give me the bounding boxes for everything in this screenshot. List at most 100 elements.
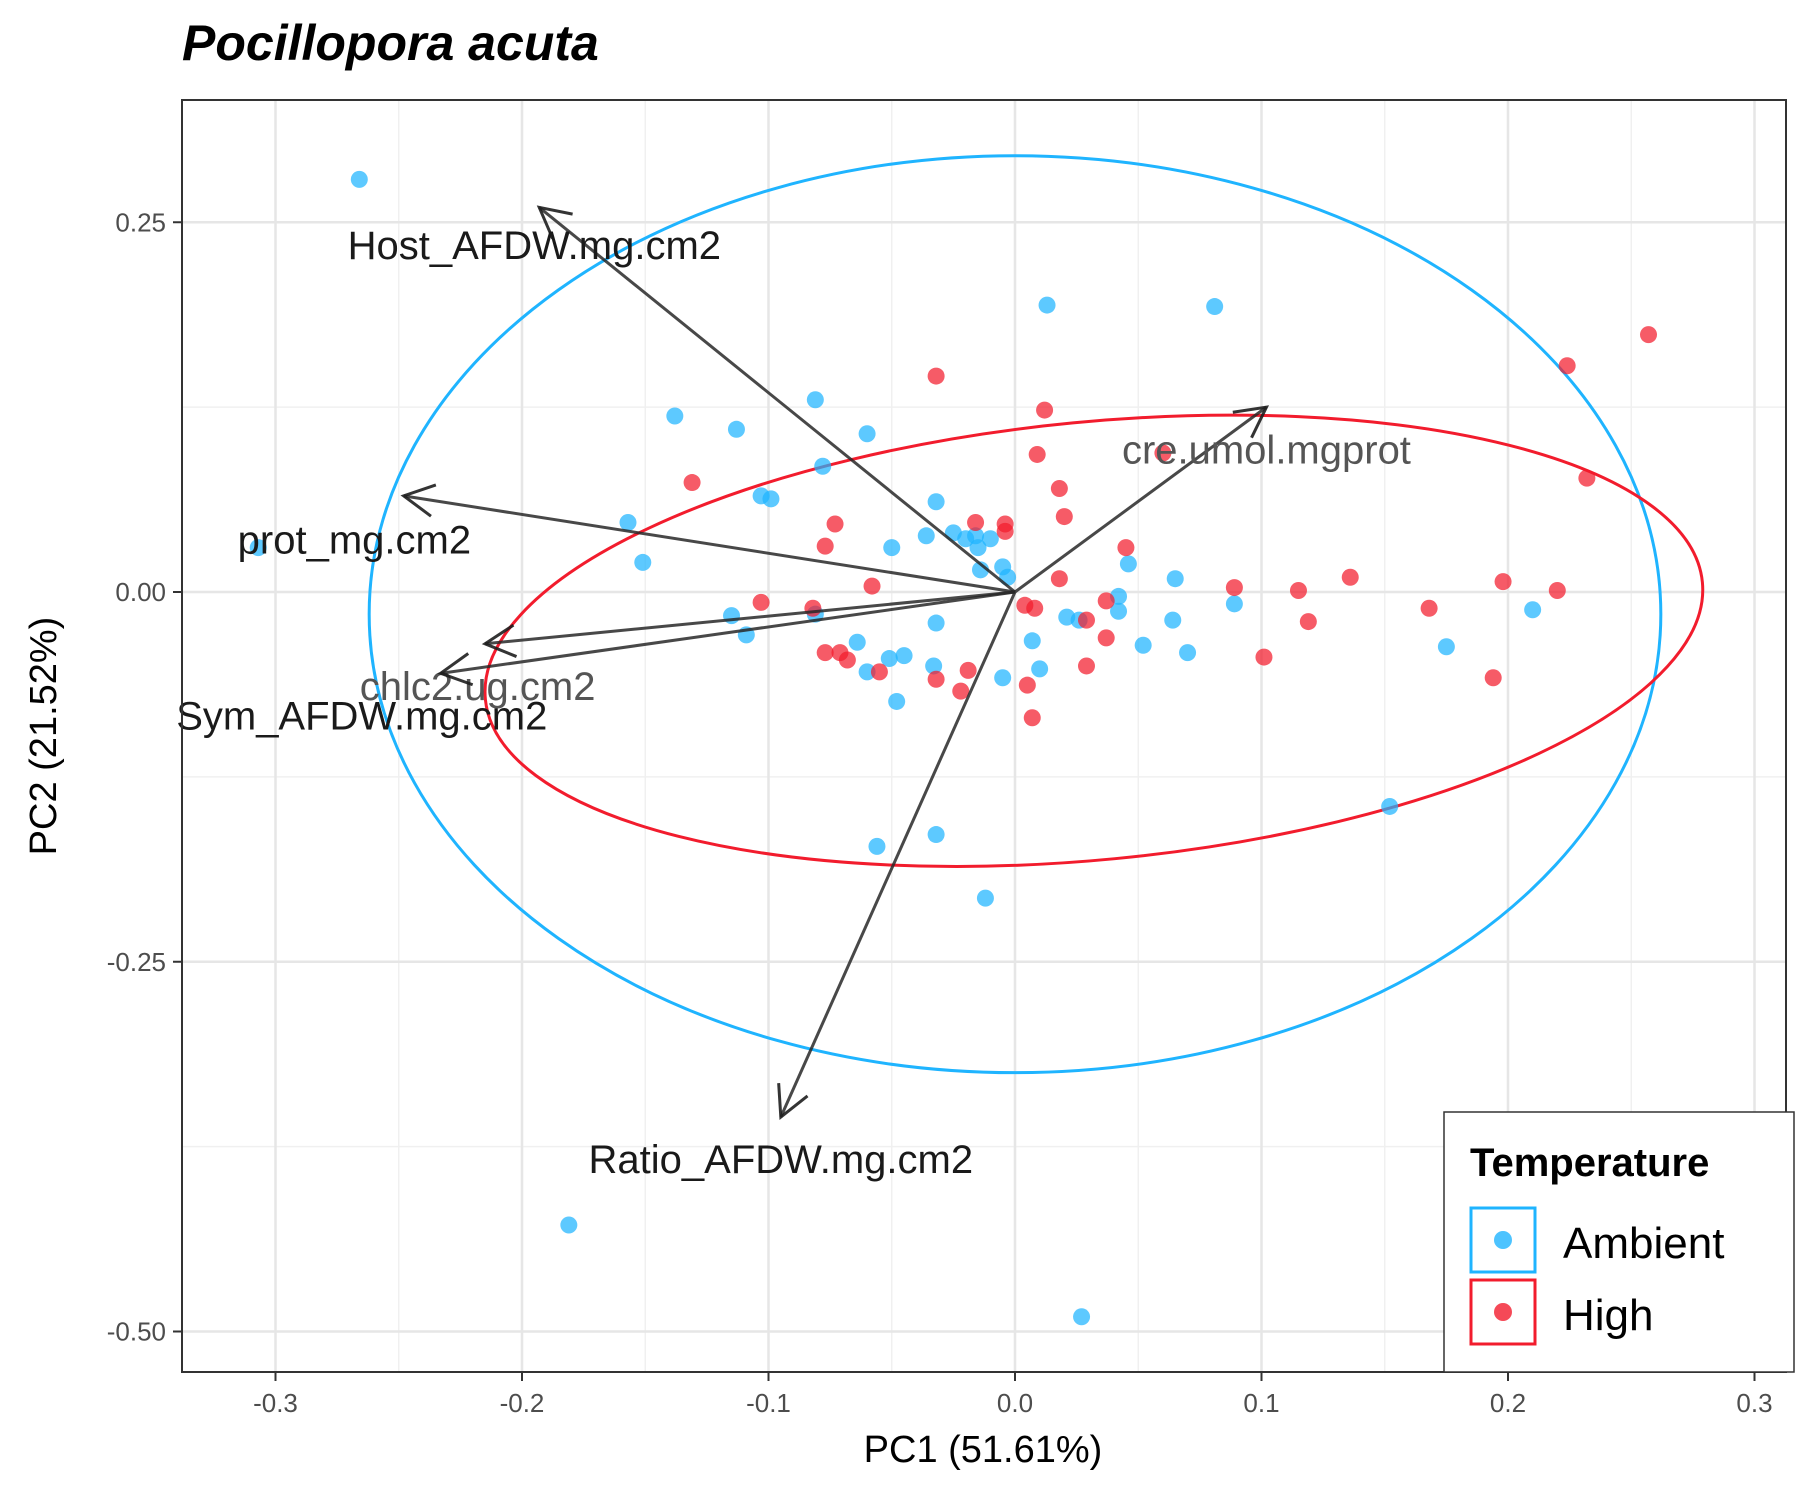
point-high [1225, 579, 1243, 597]
x-tick-label: -0.1 [746, 1388, 791, 1418]
point-high [1026, 599, 1044, 617]
point-high [1023, 709, 1041, 727]
confidence-ellipses [367, 154, 1705, 1075]
legend-item-high: High [1469, 1278, 1654, 1346]
point-ambient [917, 527, 935, 545]
point-high [996, 522, 1014, 540]
point-ambient [806, 391, 824, 409]
point-high [1077, 611, 1095, 629]
point-ambient [1524, 601, 1542, 619]
legend-dot-high [1494, 1303, 1512, 1321]
legend-label-high: High [1563, 1291, 1654, 1340]
point-high [1548, 582, 1566, 600]
x-tick-label: 0.0 [997, 1388, 1033, 1418]
point-ambient [1206, 298, 1224, 316]
loading-arrow-host-afdw-mg-cm2 [538, 206, 1016, 594]
x-axis: -0.3 -0.2 -0.1 0.0 0.1 0.2 0.3 [253, 1372, 1773, 1418]
loading-arrowhead-prot-mg-cm2 [400, 483, 437, 518]
loading-arrowhead-ratio-afdw-mg-cm2 [777, 1083, 809, 1120]
x-tick-label: -0.2 [500, 1388, 545, 1418]
x-tick-label: -0.3 [253, 1388, 298, 1418]
point-ambient [858, 663, 876, 681]
point-ambient [1166, 570, 1184, 588]
point-high [959, 661, 977, 679]
point-ambient [888, 692, 906, 710]
point-high [838, 651, 856, 669]
point-high [1097, 592, 1115, 610]
point-high [1018, 676, 1036, 694]
point-ambient [994, 669, 1012, 687]
point-ambient [1164, 611, 1182, 629]
point-ambient [868, 837, 886, 855]
point-ambient [1225, 595, 1243, 613]
loading-arrow-chlc2-ug-cm2 [484, 590, 1016, 646]
loading-arrowhead-chlc2-ug-cm2 [481, 623, 518, 658]
point-ambient [762, 490, 780, 508]
point-high [967, 513, 985, 531]
loading-vectors: Host_AFDW.mg.cm2 prot_mg.cm2 chlc2.ug.cm2S… [176, 205, 1411, 1182]
x-tick-label: 0.3 [1736, 1388, 1772, 1418]
point-ambient [969, 539, 987, 557]
point-high [1077, 657, 1095, 675]
point-ambient [1381, 797, 1399, 815]
legend-label-ambient: Ambient [1563, 1219, 1724, 1268]
x-axis-label: PC1 (51.61%) [864, 1429, 1103, 1471]
point-ambient [1134, 636, 1152, 654]
point-ambient [1038, 296, 1056, 314]
point-ambient [927, 493, 945, 511]
data-points [249, 170, 1658, 1326]
point-high [752, 593, 770, 611]
point-high [952, 682, 970, 700]
chart-title: Pocillopora acuta [182, 15, 599, 71]
loading-label-ratio-afdw-mg-cm2: Ratio_AFDW.mg.cm2 [589, 1138, 974, 1182]
loading-label-sym-afdw-mg-cm2: Sym_AFDW.mg.cm2 [176, 695, 547, 739]
point-ambient [1023, 632, 1041, 650]
loading-label-cre-umol-mgprot: cre.umol.mgprot [1122, 428, 1411, 472]
point-high [1289, 582, 1307, 600]
point-high [1558, 357, 1576, 375]
point-high [1117, 539, 1135, 557]
y-tick-label: 0.00 [115, 577, 166, 607]
legend-item-ambient: Ambient [1469, 1206, 1724, 1274]
point-high [1494, 573, 1512, 591]
point-high [927, 367, 945, 385]
x-tick-label: 0.2 [1490, 1388, 1526, 1418]
point-high [1420, 599, 1438, 617]
point-high [870, 663, 888, 681]
plot-panel-border [181, 99, 1787, 1373]
point-ambient [895, 647, 913, 665]
point-high [1341, 568, 1359, 586]
point-ambient [971, 561, 989, 579]
loading-arrowhead-cre-umol-mgprot [1232, 405, 1270, 439]
ellipse-ambient [367, 154, 1663, 1075]
loading-arrow-cre-umol-mgprot [1014, 405, 1268, 594]
point-ambient [814, 457, 832, 475]
loading-arrowhead-host-afdw-mg-cm2 [536, 205, 573, 240]
x-tick-label: 0.1 [1243, 1388, 1279, 1418]
point-ambient [925, 657, 943, 675]
loading-label-host-afdw-mg-cm2: Host_AFDW.mg.cm2 [348, 224, 721, 268]
point-high [1640, 326, 1658, 344]
point-ambient [848, 633, 866, 651]
point-ambient [249, 539, 267, 557]
point-ambient [976, 889, 994, 907]
ellipse-high [483, 413, 1705, 868]
point-ambient [619, 513, 637, 531]
loading-arrow-prot-mg-cm2 [403, 494, 1016, 594]
point-high [826, 515, 844, 533]
point-high [816, 537, 834, 555]
point-ambient [1179, 644, 1197, 662]
point-high [1097, 629, 1115, 647]
point-ambient [927, 614, 945, 632]
point-ambient [1031, 660, 1049, 678]
point-ambient [999, 568, 1017, 586]
loading-arrow-sym-afdw-mg-cm2 [440, 590, 1016, 675]
y-axis: 0.25 0.00 -0.25 -0.50 [107, 207, 182, 1347]
point-high [683, 474, 701, 492]
y-tick-label: -0.25 [107, 947, 166, 977]
point-high [1299, 613, 1317, 631]
loading-label-chlc2-ug-cm2: chlc2.ug.cm2 [360, 665, 596, 709]
point-ambient [1119, 555, 1137, 573]
legend-title: Temperature [1470, 1141, 1709, 1185]
